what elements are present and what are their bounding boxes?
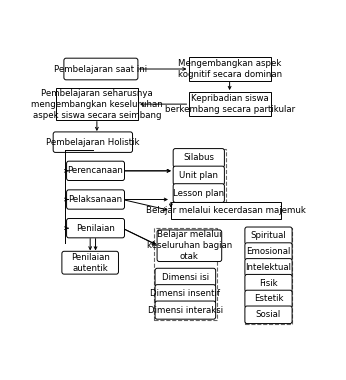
FancyBboxPatch shape	[66, 190, 125, 209]
FancyBboxPatch shape	[53, 132, 133, 152]
Text: Spiritual: Spiritual	[251, 231, 286, 240]
FancyBboxPatch shape	[245, 274, 292, 292]
Text: Silabus: Silabus	[183, 154, 214, 163]
Text: Belajar melalui kecerdasan majemuk: Belajar melalui kecerdasan majemuk	[146, 206, 306, 215]
Text: Dimensi insentif: Dimensi insentif	[151, 289, 220, 298]
FancyBboxPatch shape	[173, 149, 225, 167]
Bar	[245, 228, 292, 324]
Text: Unit plan: Unit plan	[179, 171, 218, 180]
FancyBboxPatch shape	[155, 285, 216, 303]
FancyBboxPatch shape	[245, 290, 292, 308]
FancyBboxPatch shape	[171, 202, 281, 219]
Bar	[174, 149, 226, 204]
FancyBboxPatch shape	[245, 259, 292, 276]
Text: Perencanaan: Perencanaan	[67, 166, 124, 175]
Text: Fisik: Fisik	[259, 279, 278, 288]
Text: Pelaksanaan: Pelaksanaan	[69, 195, 122, 204]
FancyBboxPatch shape	[189, 92, 271, 116]
FancyBboxPatch shape	[56, 88, 138, 120]
FancyBboxPatch shape	[245, 243, 292, 260]
Text: Pembelajaran seharusnya
mengembangkan keseluruhan
aspek siswa secara seimbang: Pembelajaran seharusnya mengembangkan ke…	[31, 89, 163, 120]
FancyBboxPatch shape	[189, 57, 271, 81]
FancyBboxPatch shape	[245, 227, 292, 245]
Text: Emosional: Emosional	[246, 247, 291, 256]
FancyBboxPatch shape	[245, 306, 292, 324]
Text: Dimensi isi: Dimensi isi	[162, 273, 209, 282]
Text: Penilaian
autentik: Penilaian autentik	[71, 253, 110, 273]
Text: Dimensi interaksi: Dimensi interaksi	[148, 306, 223, 315]
Text: Intelektual: Intelektual	[246, 263, 291, 272]
Text: Kepribadian siswa
berkembang secara partikular: Kepribadian siswa berkembang secara part…	[165, 94, 295, 114]
Text: Pembelajaran saat ini: Pembelajaran saat ini	[54, 65, 147, 73]
Text: Mengembangkan aspek
kognitif secara dominan: Mengembangkan aspek kognitif secara domi…	[177, 59, 282, 79]
Text: Lesson plan: Lesson plan	[173, 188, 224, 198]
FancyBboxPatch shape	[66, 218, 125, 238]
FancyBboxPatch shape	[62, 251, 118, 274]
FancyBboxPatch shape	[173, 184, 225, 203]
FancyBboxPatch shape	[173, 166, 225, 185]
Text: Estetik: Estetik	[254, 294, 283, 304]
Text: Pembelajaran Holistik: Pembelajaran Holistik	[46, 138, 139, 147]
Bar	[154, 228, 217, 320]
FancyBboxPatch shape	[157, 230, 222, 261]
Text: Belajar melalui
keseluruhan bagian
otak: Belajar melalui keseluruhan bagian otak	[147, 230, 232, 261]
FancyBboxPatch shape	[155, 268, 216, 287]
FancyBboxPatch shape	[64, 58, 138, 80]
FancyBboxPatch shape	[66, 161, 125, 180]
Text: Sosial: Sosial	[256, 310, 281, 319]
Text: Penilaian: Penilaian	[76, 224, 115, 233]
FancyBboxPatch shape	[155, 301, 216, 319]
